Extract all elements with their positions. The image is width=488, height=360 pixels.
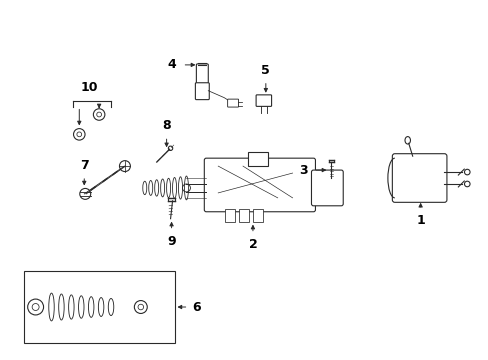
Text: 7: 7 [80,159,88,172]
FancyBboxPatch shape [227,99,238,107]
Text: 1: 1 [415,214,424,227]
FancyBboxPatch shape [256,95,271,106]
Text: 10: 10 [81,81,98,94]
Bar [252,209,263,222]
Text: 4: 4 [167,58,176,71]
FancyBboxPatch shape [311,170,343,206]
Bar [224,209,235,222]
Text: 2: 2 [248,238,257,251]
Text: 8: 8 [162,120,171,132]
Bar [24,271,174,343]
Bar [239,209,248,222]
Text: 3: 3 [298,163,307,176]
FancyBboxPatch shape [195,83,209,100]
FancyBboxPatch shape [196,64,208,86]
Text: 9: 9 [167,235,176,248]
FancyBboxPatch shape [204,158,315,212]
Text: 5: 5 [261,64,270,77]
FancyBboxPatch shape [391,154,446,202]
Bar [247,152,267,166]
Text: 6: 6 [192,301,201,314]
